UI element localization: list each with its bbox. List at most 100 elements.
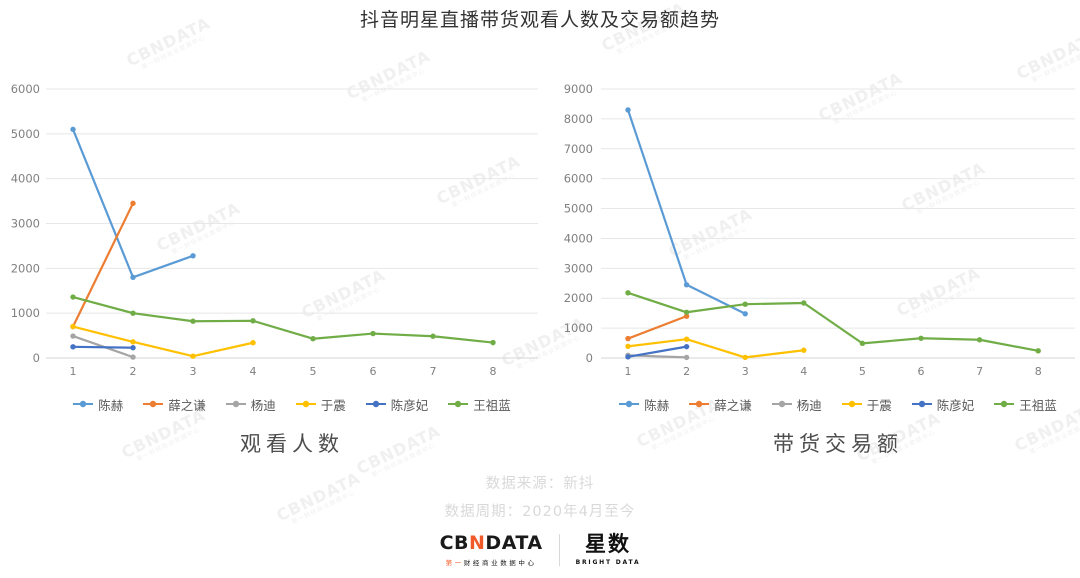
legend-marker-icon: [689, 400, 710, 408]
legend-marker-dot: [372, 400, 379, 408]
x-tick-label: 2: [683, 365, 690, 378]
data-point: [859, 340, 866, 347]
y-tick-label: 3000: [11, 217, 40, 231]
legend-item: 陈赫: [619, 395, 669, 414]
legend-label: 薛之谦: [168, 397, 206, 413]
y-tick-label: 1000: [11, 306, 40, 320]
legend-item: 杨迪: [771, 395, 822, 414]
x-tick-label: 2: [130, 365, 137, 378]
logo-divider: [558, 533, 560, 566]
legend-marker-icon: [771, 400, 792, 408]
data-point: [130, 354, 136, 360]
data-point: [310, 336, 316, 342]
legend-label: 薛之谦: [714, 397, 752, 413]
data-point: [70, 294, 76, 300]
legend-marker-icon: [143, 400, 164, 408]
data-point: [70, 126, 76, 133]
x-tick-label: 3: [190, 365, 197, 378]
y-tick-label: 9000: [564, 82, 593, 96]
legend-marker-dot: [80, 400, 87, 408]
y-tick-label: 5000: [564, 202, 593, 216]
legend-item: 王祖蓝: [448, 395, 511, 414]
legend-item: 王祖蓝: [994, 395, 1057, 414]
xingshu-logo-wordmark: 星数: [585, 532, 632, 557]
legend-marker-dot: [778, 400, 785, 408]
legend-marker-icon: [295, 400, 316, 408]
legend-marker-dot: [455, 400, 462, 408]
data-point: [683, 336, 690, 342]
cbndata-logo: CBNDATA 第一财经商业数据中心: [440, 533, 543, 567]
data-point: [1035, 348, 1041, 354]
data-point: [742, 301, 748, 307]
legend-marker-icon: [225, 400, 246, 408]
y-tick-label: 0: [33, 351, 40, 365]
y-tick-label: 0: [586, 351, 593, 365]
x-tick-label: 5: [859, 365, 866, 378]
legend-marker-dot: [1001, 400, 1008, 408]
legend-label: 王祖蓝: [473, 397, 511, 413]
legend-item: 陈彦妃: [911, 395, 975, 414]
data-point: [625, 343, 631, 350]
legend-label: 陈赫: [98, 397, 124, 413]
data-point: [430, 333, 436, 339]
y-tick-label: 4000: [564, 231, 593, 245]
legend-item: 薛之谦: [689, 395, 752, 414]
x-tick-label: 7: [430, 365, 437, 378]
data-point: [190, 353, 196, 359]
data-point: [130, 310, 136, 316]
data-point: [801, 347, 807, 353]
series-line: [71, 295, 495, 344]
legend-marker-dot: [150, 400, 157, 408]
legend-marker-icon: [448, 400, 469, 408]
data-point: [918, 335, 924, 341]
viewers-chart-legend: 陈赫 薛之谦 杨迪 于震 陈彦妃 王祖蓝: [46, 394, 538, 414]
x-tick-label: 7: [976, 365, 983, 378]
data-source-line: 数据来源：新抖: [485, 476, 595, 492]
series-line: [71, 345, 135, 349]
y-tick-label: 4000: [11, 172, 40, 186]
legend-label: 杨迪: [250, 397, 276, 413]
data-point: [70, 333, 76, 339]
data-period-line: 数据周期：2020年4月至今: [444, 504, 636, 520]
footer-logos: CBNDATA 第一财经商业数据中心 星数 BRIGHT DATA: [0, 533, 1080, 567]
data-point: [130, 339, 136, 345]
legend-item: 陈赫: [73, 395, 123, 414]
data-point: [683, 309, 690, 315]
data-point: [625, 335, 631, 342]
data-point: [70, 344, 76, 350]
viewers-chart-canvas: 0 1000 2000 3000 4000 5000 6000 1 2 3 4 5 6 7 8: [11, 82, 538, 378]
legend-item: 于震: [295, 395, 346, 414]
x-tick-label: 4: [800, 365, 807, 378]
data-point: [801, 300, 807, 306]
cbndata-logo-wordmark: CBNDATA: [439, 532, 543, 554]
data-point: [490, 339, 496, 346]
y-tick-label: 5000: [11, 127, 40, 141]
data-point: [70, 323, 76, 330]
legend-marker-dot: [232, 400, 239, 408]
legend-marker-icon: [841, 400, 862, 408]
legend-label: 王祖蓝: [1019, 397, 1057, 413]
data-point: [130, 344, 136, 351]
legend-label: 陈彦妃: [936, 397, 975, 413]
legend-marker-icon: [73, 400, 94, 408]
legend-marker-dot: [626, 400, 633, 408]
y-tick-label: 3000: [564, 261, 593, 275]
data-point: [976, 337, 983, 343]
legend-label: 陈彦妃: [390, 397, 429, 413]
data-point: [683, 343, 690, 350]
data-point: [683, 313, 690, 319]
series-line: [71, 202, 135, 328]
gmv-chart-legend: 陈赫 薛之谦 杨迪 于震 陈彦妃 王祖蓝: [601, 394, 1075, 414]
x-tick-label: 6: [918, 365, 925, 378]
series-line: [626, 315, 688, 340]
data-point: [370, 330, 376, 337]
data-point: [250, 340, 256, 346]
x-tick-label: 5: [310, 365, 317, 378]
legend-label: 陈赫: [644, 397, 670, 413]
gmv-chart-title: 带货交易额: [773, 432, 903, 456]
data-point: [742, 354, 748, 361]
legend-marker-dot: [848, 400, 855, 408]
data-point: [742, 311, 748, 317]
x-tick-label: 1: [625, 365, 632, 378]
